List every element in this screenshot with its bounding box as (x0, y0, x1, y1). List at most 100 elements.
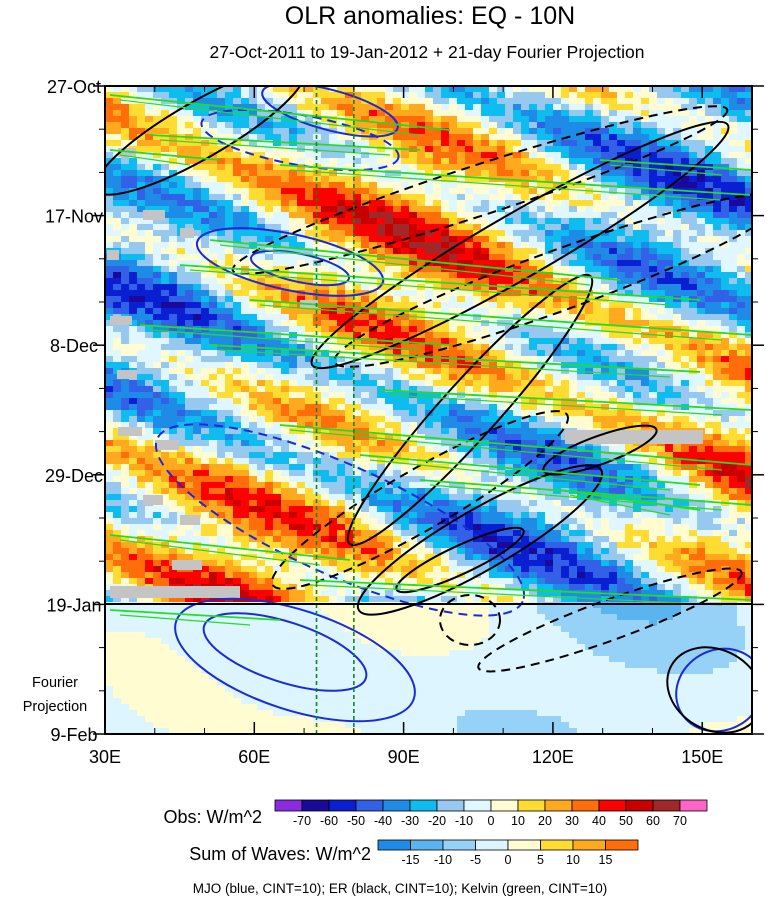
heatmap-cell (441, 158, 450, 165)
heatmap-cell (641, 164, 650, 171)
heatmap-cell (249, 224, 258, 231)
heatmap-cell (201, 410, 210, 417)
heatmap-cell (105, 266, 114, 273)
heatmap-cell (401, 206, 410, 213)
heatmap-cell (521, 152, 530, 159)
heatmap-cell (361, 206, 370, 213)
heatmap-cell (321, 152, 330, 159)
heatmap-cell (409, 104, 418, 111)
heatmap-cell (705, 416, 714, 423)
heatmap-cell (113, 158, 122, 165)
heatmap-cell (145, 362, 154, 369)
heatmap-cell (121, 224, 130, 231)
heatmap-cell (489, 332, 498, 339)
heatmap-cell (345, 386, 354, 393)
heatmap-cell (249, 410, 258, 417)
heatmap-cell (225, 326, 234, 333)
heatmap-cell (337, 218, 346, 225)
heatmap-cell (577, 302, 586, 309)
heatmap-cell (625, 296, 634, 303)
heatmap-cell (545, 392, 554, 399)
heatmap-cell (577, 182, 586, 189)
heatmap-cell (729, 308, 738, 315)
heatmap-cell (657, 152, 666, 159)
heatmap-cell (705, 296, 714, 303)
heatmap-cell (201, 404, 210, 411)
heatmap-cell (337, 128, 346, 135)
heatmap-cell (113, 116, 122, 123)
heatmap-cell (281, 386, 290, 393)
heatmap-cell (289, 98, 298, 105)
heatmap-cell (129, 176, 138, 183)
heatmap-cell (385, 368, 394, 375)
heatmap-cell (337, 152, 346, 159)
heatmap-cell (457, 128, 466, 135)
heatmap-cell (201, 200, 210, 207)
heatmap-cell (481, 104, 490, 111)
heatmap-cell (545, 404, 554, 411)
heatmap-cell (169, 302, 178, 309)
heatmap-cell (473, 170, 482, 177)
heatmap-cell (321, 98, 330, 105)
heatmap-cell (369, 416, 378, 423)
heatmap-cell (625, 176, 634, 183)
heatmap-cell (585, 392, 594, 399)
heatmap-cell (665, 446, 674, 453)
heatmap-cell (361, 260, 370, 267)
heatmap-cell (169, 368, 178, 375)
heatmap-cell (113, 218, 122, 225)
heatmap-cell (649, 308, 658, 315)
heatmap-cell (633, 362, 642, 369)
heatmap-cell (697, 350, 706, 357)
heatmap-cell (625, 344, 634, 351)
heatmap-cell (417, 290, 426, 297)
heatmap-cell (409, 296, 418, 303)
heatmap-cell (657, 266, 666, 273)
heatmap-cell (153, 218, 162, 225)
heatmap-cell (473, 254, 482, 261)
heatmap-cell (129, 218, 138, 225)
heatmap-cell (457, 368, 466, 375)
heatmap-cell (521, 248, 530, 255)
heatmap-cell (625, 86, 634, 93)
heatmap-cell (393, 350, 402, 357)
heatmap-cell (193, 350, 202, 357)
heatmap-cell (617, 128, 626, 135)
heatmap-cell (601, 98, 610, 105)
heatmap-cell (153, 308, 162, 315)
heatmap-cell (385, 386, 394, 393)
heatmap-cell (553, 398, 562, 405)
heatmap-cell (297, 110, 306, 117)
heatmap-cell (465, 398, 474, 405)
heatmap-cell (177, 344, 186, 351)
heatmap-cell (545, 122, 554, 129)
heatmap-cell (521, 278, 530, 285)
heatmap-cell (489, 152, 498, 159)
heatmap-cell (297, 350, 306, 357)
heatmap-cell (217, 326, 226, 333)
heatmap-cell (217, 416, 226, 423)
heatmap-cell (345, 104, 354, 111)
heatmap-cell (561, 158, 570, 165)
heatmap-cell (641, 134, 650, 141)
heatmap-cell (713, 200, 722, 207)
heatmap-cell (529, 92, 538, 99)
heatmap-cell (201, 86, 210, 93)
heatmap-cell (137, 410, 146, 417)
heatmap-cell (545, 344, 554, 351)
heatmap-cell (537, 212, 546, 219)
heatmap-cell (113, 98, 122, 105)
heatmap-cell (225, 332, 234, 339)
heatmap-cell (265, 410, 274, 417)
heatmap-cell (497, 200, 506, 207)
heatmap-cell (281, 326, 290, 333)
heatmap-cell (433, 104, 442, 111)
heatmap-cell (385, 266, 394, 273)
heatmap-cell (241, 416, 250, 423)
heatmap-cell (185, 224, 194, 231)
heatmap-cell (433, 98, 442, 105)
heatmap-cell (601, 272, 610, 279)
heatmap-cell (209, 164, 218, 171)
heatmap-cell (129, 164, 138, 171)
heatmap-cell (625, 380, 634, 387)
